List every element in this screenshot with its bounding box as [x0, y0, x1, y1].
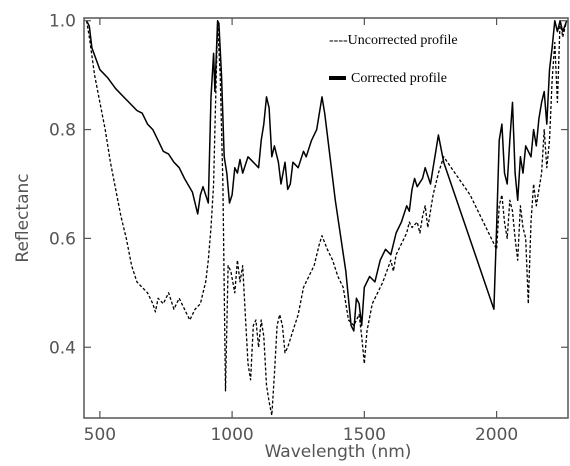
x-tick-label: 500 [84, 425, 116, 445]
x-tick-label: 1500 [343, 425, 386, 445]
series-line-uncorrected-profile [85, 20, 568, 416]
legend-label-uncorrected: ----Uncorrected profile [329, 33, 458, 48]
x-axis-label: Wavelength (nm) [265, 442, 412, 462]
plot-frame [83, 17, 569, 419]
series-line-corrected-profile [85, 19, 568, 332]
y-tick-label: 0.8 [49, 121, 76, 141]
legend-label-corrected: Corrected profile [351, 71, 447, 86]
plot-lines [85, 19, 568, 416]
y-tick-label: 1.0 [49, 12, 76, 32]
y-tick-label: 0.4 [49, 338, 76, 358]
x-axis-ticks: 500 1000 1500 2000 [84, 18, 518, 445]
y-axis-label: Reflectanc [13, 173, 33, 262]
y-axis-ticks: 0.4 0.6 0.8 1.0 [49, 12, 568, 358]
legend-swatch-corrected [329, 76, 346, 80]
y-tick-label: 0.6 [49, 229, 76, 249]
legend: ----Uncorrected profile Corrected profil… [329, 33, 458, 86]
x-tick-label: 2000 [475, 425, 518, 445]
x-tick-label: 1000 [210, 425, 253, 445]
